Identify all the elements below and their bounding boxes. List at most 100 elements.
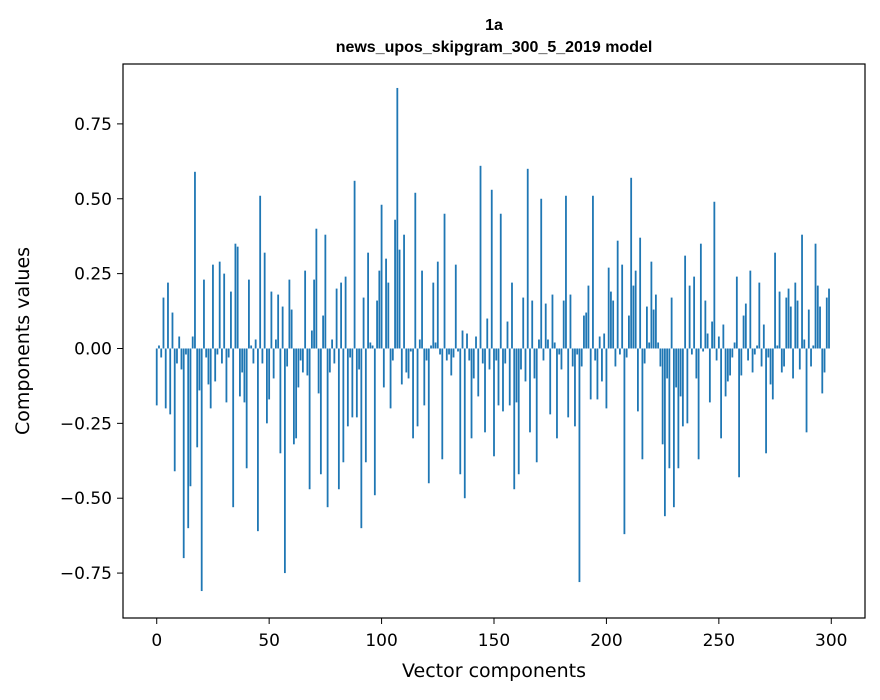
bar-48 xyxy=(263,252,266,349)
bar-25 xyxy=(212,264,214,349)
bar-175 xyxy=(549,348,552,415)
bar-151 xyxy=(495,348,498,361)
bar-211 xyxy=(630,177,633,349)
bar-20 xyxy=(200,348,203,592)
bar-208 xyxy=(623,348,626,535)
bar-15 xyxy=(189,348,192,487)
bar-9 xyxy=(176,348,178,364)
bar-184 xyxy=(569,294,572,349)
bar-132 xyxy=(452,348,455,358)
bar-201 xyxy=(607,267,610,349)
bar-50 xyxy=(268,348,271,400)
bar-226 xyxy=(663,348,666,517)
bar-57 xyxy=(283,348,286,574)
bar-282 xyxy=(789,306,792,349)
bar-133 xyxy=(454,264,457,349)
bar-189 xyxy=(580,348,583,367)
bar-299 xyxy=(828,288,830,349)
bar-117 xyxy=(418,339,421,349)
bar-121 xyxy=(427,348,430,484)
bar-290 xyxy=(807,309,810,349)
bar-0 xyxy=(155,348,158,406)
bar-123 xyxy=(432,282,435,349)
bar-171 xyxy=(540,198,543,349)
bar-255 xyxy=(729,348,731,376)
bar-197 xyxy=(598,336,601,349)
bar-11 xyxy=(180,348,183,370)
bar-102 xyxy=(385,258,387,349)
bar-109 xyxy=(400,348,403,385)
bar-22 xyxy=(205,348,208,358)
bar-292 xyxy=(812,345,815,349)
bar-249 xyxy=(715,348,718,361)
bar-30 xyxy=(223,273,226,349)
bar-250 xyxy=(717,336,720,349)
bar-85 xyxy=(346,348,349,427)
bar-204 xyxy=(614,348,617,367)
bar-200 xyxy=(605,348,608,409)
bar-56 xyxy=(281,306,284,349)
bar-297 xyxy=(823,348,826,373)
bar-108 xyxy=(398,249,401,349)
chart-subtitle: news_upos_skipgram_300_5_2019 model xyxy=(336,39,653,56)
bar-147 xyxy=(486,318,489,349)
y-tick-label: 0.50 xyxy=(74,190,112,210)
bar-69 xyxy=(310,330,313,349)
bar-141 xyxy=(472,348,475,379)
bar-192 xyxy=(587,285,590,349)
bar-27 xyxy=(216,348,219,355)
bar-12 xyxy=(182,348,185,559)
bar-130 xyxy=(448,348,450,355)
bar-146 xyxy=(484,348,486,433)
bar-182 xyxy=(565,195,567,349)
bar-67 xyxy=(306,348,309,376)
bar-168 xyxy=(533,348,536,379)
x-axis-label: Vector components xyxy=(402,660,586,682)
bar-124 xyxy=(434,342,437,349)
bar-66 xyxy=(304,270,307,349)
bar-53 xyxy=(275,339,277,349)
bar-195 xyxy=(594,348,597,361)
bar-154 xyxy=(502,348,504,412)
bar-213 xyxy=(634,270,637,349)
bar-118 xyxy=(421,270,423,349)
bar-203 xyxy=(612,300,615,349)
bar-95 xyxy=(369,342,372,349)
x-tick-label: 150 xyxy=(478,631,510,651)
bar-14 xyxy=(187,348,190,529)
bar-18 xyxy=(196,348,199,448)
bar-92 xyxy=(362,297,365,349)
x-axis-ticks: 0 50 100 150 200 250 300 xyxy=(151,618,847,651)
bar-230 xyxy=(672,348,675,508)
x-tick-label: 300 xyxy=(815,631,847,651)
bar-225 xyxy=(661,348,664,445)
bar-103 xyxy=(387,282,390,349)
bar-202 xyxy=(610,291,612,349)
bar-190 xyxy=(583,315,585,349)
bar-224 xyxy=(659,348,662,367)
bar-80 xyxy=(335,288,338,349)
bar-10 xyxy=(178,336,181,349)
bar-232 xyxy=(677,348,680,469)
bar-215 xyxy=(639,237,642,349)
bar-86 xyxy=(349,348,351,358)
bar-212 xyxy=(632,285,635,349)
bar-251 xyxy=(720,348,722,439)
y-axis-label: Components values xyxy=(12,247,34,435)
bar-236 xyxy=(686,348,689,424)
bar-17 xyxy=(194,171,196,349)
bar-186 xyxy=(574,348,576,427)
bar-222 xyxy=(654,294,657,349)
bar-136 xyxy=(461,330,464,349)
bar-90 xyxy=(358,348,360,370)
bar-105 xyxy=(391,348,394,361)
bar-152 xyxy=(497,348,500,406)
bar-87 xyxy=(351,348,354,418)
y-tick-label: 0.00 xyxy=(74,339,112,359)
bar-49 xyxy=(266,348,268,424)
bar-131 xyxy=(450,348,453,376)
bar-82 xyxy=(340,282,342,349)
bar-199 xyxy=(603,333,606,349)
bar-231 xyxy=(675,348,678,388)
x-tick-label: 50 xyxy=(258,631,280,651)
